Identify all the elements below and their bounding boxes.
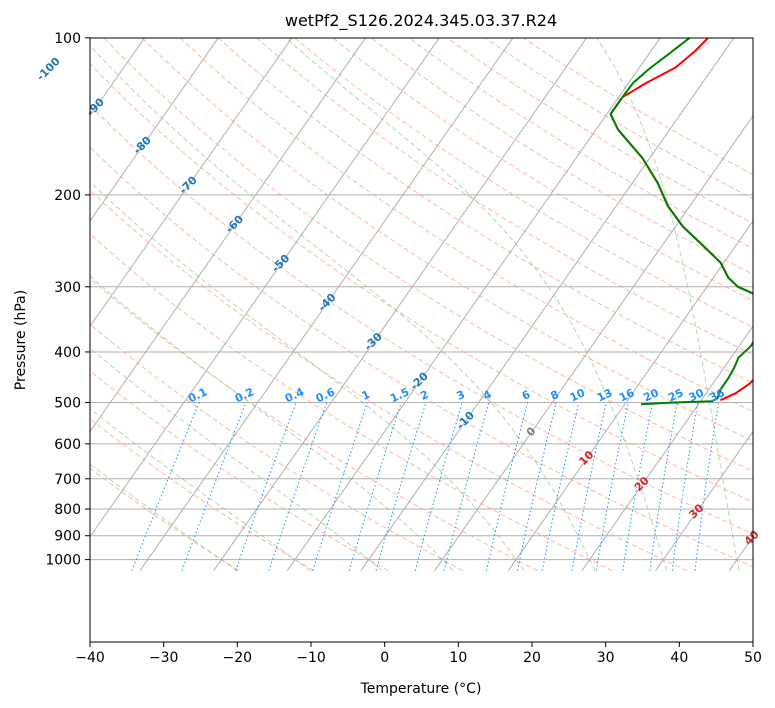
dry-adiabat (90, 370, 389, 572)
isotherm-gridline (90, 38, 293, 328)
chart-title: wetPf2_S126.2024.345.03.37.R24 (285, 11, 557, 31)
moist-adiabat (90, 275, 454, 572)
y-tick-label: 400 (54, 345, 81, 361)
y-tick-label: 100 (54, 31, 81, 47)
x-tick-label: 0 (380, 650, 389, 666)
mixing-ratio-line (671, 402, 699, 571)
mixing-ratio-line (622, 402, 654, 571)
dry-adiabat (90, 146, 753, 568)
mixing-ratio-label: 30 (687, 386, 707, 404)
dry-adiabat (332, 38, 753, 302)
x-tick-label: −20 (223, 650, 253, 666)
isotherm-gridline (90, 38, 219, 222)
isotherm-gridline (90, 38, 440, 538)
mixing-ratio-line (649, 402, 678, 571)
mixing-ratio-line (312, 402, 368, 571)
x-axis-label: Temperature (°C) (360, 681, 482, 697)
moist-adiabat (90, 181, 525, 571)
x-tick-label: 30 (597, 650, 615, 666)
moist-adiabat (596, 38, 740, 571)
moist-adiabat (90, 347, 383, 572)
x-tick-label: −30 (149, 650, 179, 666)
y-tick-label: 700 (54, 472, 81, 488)
isotherm-gridline (655, 430, 753, 571)
isotherm-gridline (360, 38, 735, 571)
mixing-ratio-label: 36 (707, 386, 727, 404)
x-tick-label: 20 (523, 650, 541, 666)
mixing-ratio-label: 16 (617, 386, 637, 404)
mixing-ratio-line (131, 402, 200, 571)
y-axis-label: Pressure (hPa) (13, 290, 29, 390)
mixing-ratio-label: 13 (595, 386, 614, 404)
mixing-ratio-line (541, 402, 580, 571)
dry-adiabat (90, 467, 240, 572)
plot-frame (89, 37, 754, 643)
dry-adiabat (141, 38, 753, 442)
mixing-ratio-line (443, 402, 490, 571)
isotherm-gridline (139, 38, 514, 571)
moist-adiabat (90, 463, 238, 572)
moist-adiabat (90, 44, 596, 571)
isotherm-gridline (507, 220, 753, 571)
profile-series (609, 38, 753, 406)
isotherm-gridline (90, 38, 367, 433)
y-tick-label: 800 (54, 502, 81, 518)
mixing-ratio-line (694, 402, 719, 571)
moist-adiabats (90, 38, 740, 572)
x-tick-label: −40 (75, 650, 105, 666)
isotherm-gridline (213, 38, 588, 571)
y-tick-label: 600 (54, 437, 81, 453)
axes: −40 −30 −20 −10 0 10 20 30 40 50 1000 900 800 700 600 5… (45, 31, 762, 666)
dewpoint-profile-line (609, 38, 753, 406)
mixing-ratio-line (268, 402, 328, 571)
mixing-ratio-label: 25 (666, 386, 685, 404)
mixing-ratio-line (235, 402, 297, 571)
y-tick-label: 200 (54, 188, 81, 204)
y-tick-label: 300 (54, 280, 81, 296)
dry-adiabat (217, 38, 753, 384)
x-tick-label: 50 (744, 650, 762, 666)
isotherm-gridline (286, 38, 661, 571)
mixing-ratio-line (571, 402, 607, 571)
mixing-ratio-line (595, 402, 629, 571)
x-tick-label: 10 (449, 650, 467, 666)
y-tick-label: 1000 (45, 553, 81, 569)
dry-adiabat (90, 189, 688, 572)
isotherm-gridline (434, 114, 753, 571)
dry-adiabat (90, 104, 753, 535)
dry-adiabat (103, 38, 753, 472)
isotherm-gridline (581, 325, 753, 571)
dry-adiabat (179, 38, 753, 413)
mixing-ratio-line (348, 402, 402, 571)
moist-adiabat (90, 408, 311, 572)
x-tick-label: −10 (296, 650, 326, 666)
dry-adiabat (90, 63, 753, 503)
dry-adiabat (90, 277, 538, 572)
mixing-ratio-label: 10 (568, 386, 588, 404)
y-tick-label: 500 (54, 396, 81, 412)
mixing-ratio-line (485, 402, 529, 571)
dry-adiabat (90, 323, 464, 572)
grid-lines (90, 38, 753, 571)
mixing-ratio-label: 20 (641, 386, 661, 404)
x-tick-label: 40 (670, 650, 688, 666)
dry-adiabat (90, 233, 613, 572)
mixing-ratio-lines (131, 402, 719, 571)
y-tick-label: 900 (54, 529, 81, 545)
mixing-ratio-line (516, 402, 557, 571)
